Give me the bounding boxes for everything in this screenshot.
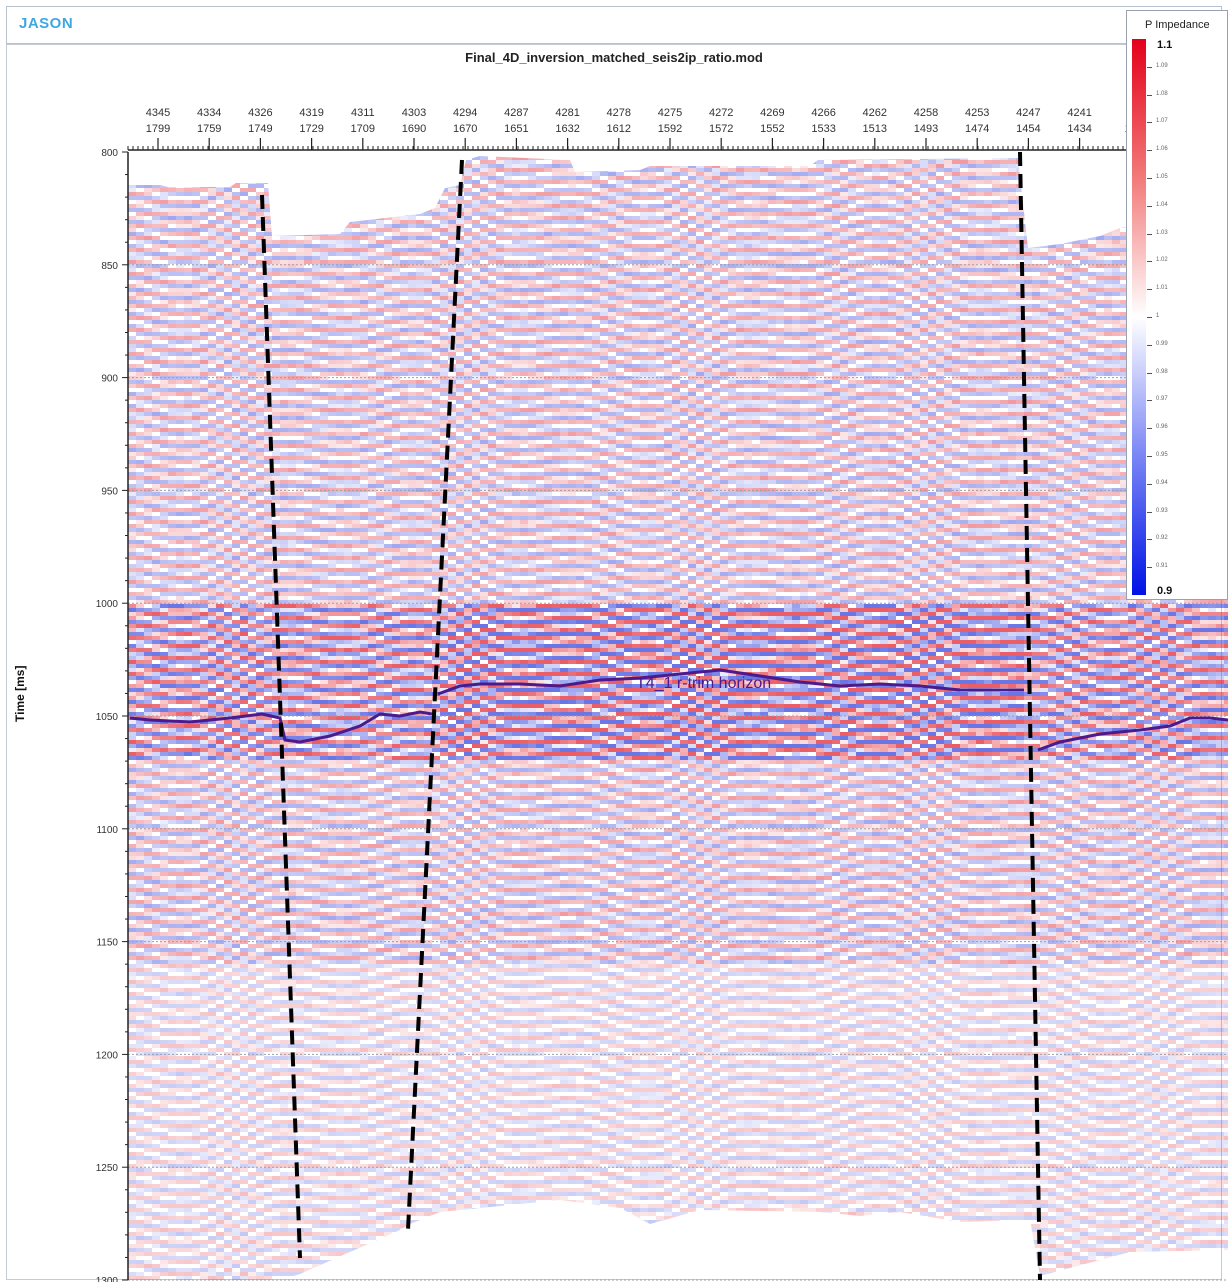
y-tick-label: 1100 — [96, 825, 118, 836]
x-tick-label-inline: 4287 — [504, 107, 528, 119]
x-tick-label-xline: 1690 — [402, 123, 426, 135]
colorbar-tick-label: 0.99 — [1156, 341, 1168, 347]
x-tick-label-xline: 1612 — [607, 123, 631, 135]
color-scale-legend: P Impedance 1.1 0.9 1.09 1.08 1.07 1.06 1.05… — [1126, 10, 1228, 600]
colorbar-tick-label: 1.03 — [1156, 230, 1168, 236]
colorbar-tick — [1147, 206, 1152, 207]
colorbar-tick — [1147, 456, 1152, 457]
x-tick-label-inline: 4275 — [658, 107, 682, 119]
x-tick-label-xline: 1632 — [555, 123, 579, 135]
x-tick-label-inline: 4334 — [197, 107, 221, 119]
x-tick-label-inline: 4319 — [299, 107, 323, 119]
x-tick-label-xline: 1729 — [299, 123, 323, 135]
y-tick-label: 1250 — [96, 1163, 119, 1174]
x-tick-label-inline: 4269 — [760, 107, 784, 119]
colorbar-tick — [1147, 95, 1152, 96]
x-tick-label-inline: 4262 — [863, 107, 887, 119]
y-axis: 800 850 900 950 1000 1050 1100 1150 1200 1250 1300 — [96, 148, 128, 1282]
x-tick-label-inline: 4266 — [811, 107, 835, 119]
colorbar-max-label: 1.1 — [1157, 39, 1172, 51]
x-tick-label-inline: 4253 — [965, 107, 989, 119]
colorbar-tick — [1147, 289, 1152, 290]
horizon-label: T4_1 r-trim horizon — [636, 675, 771, 692]
x-tick-label-inline: 4258 — [914, 107, 938, 119]
x-tick-label-inline: 4294 — [453, 107, 477, 119]
colorbar-tick-label: 0.96 — [1156, 424, 1168, 430]
colorbar-tick — [1147, 178, 1152, 179]
colorbar-tick-label: 1.01 — [1156, 285, 1168, 291]
colorbar-min-label: 0.9 — [1157, 585, 1172, 597]
colorbar-tick — [1147, 345, 1152, 346]
colorbar-gradient — [1132, 39, 1146, 595]
colorbar-tick-label: 0.92 — [1156, 535, 1168, 541]
colorbar-tick — [1147, 373, 1152, 374]
x-tick-label-inline: 4278 — [607, 107, 631, 119]
colorbar-tick — [1147, 512, 1152, 513]
x-tick-label-xline: 1670 — [453, 123, 477, 135]
y-tick-label: 900 — [101, 374, 118, 385]
x-tick-label-inline: 4326 — [248, 107, 272, 119]
colorbar-tick-label: 1.05 — [1156, 174, 1168, 180]
x-tick-label-xline: 1474 — [965, 123, 989, 135]
colorbar-tick-label: 1.07 — [1156, 118, 1168, 124]
colorbar-tick-label: 0.98 — [1156, 369, 1168, 375]
x-tick-label-xline: 1454 — [1016, 123, 1040, 135]
y-tick-label: 1000 — [96, 599, 119, 610]
x-tick-label-inline: 4303 — [402, 107, 426, 119]
colorbar-tick-label: 0.94 — [1156, 480, 1168, 486]
x-tick-label-xline: 1759 — [197, 123, 221, 135]
x-tick-label-xline: 1513 — [863, 123, 887, 135]
colorbar-tick — [1147, 261, 1152, 262]
colorbar-tick — [1147, 317, 1152, 318]
colorbar-tick — [1147, 567, 1152, 568]
colorbar-tick-label: 0.95 — [1156, 452, 1168, 458]
x-tick-label-xline: 1434 — [1067, 123, 1091, 135]
x-tick-label-xline: 1709 — [351, 123, 375, 135]
colorbar-tick-label: 1.02 — [1156, 257, 1168, 263]
colorbar-tick-label: 1.06 — [1156, 146, 1168, 152]
x-tick-label-xline: 1533 — [811, 123, 835, 135]
x-tick-label-inline: 4247 — [1016, 107, 1040, 119]
colorbar-tick — [1147, 539, 1152, 540]
colorbar-tick — [1147, 67, 1152, 68]
y-tick-label: 1050 — [96, 712, 119, 723]
colorbar-tick-label: 1.09 — [1156, 63, 1168, 69]
chart-title: Final_4D_inversion_matched_seis2ip_ratio… — [0, 50, 1228, 65]
x-tick-label-xline: 1799 — [146, 123, 170, 135]
colorbar-tick — [1147, 400, 1152, 401]
colorbar-tick — [1147, 122, 1152, 123]
colorbar-title: P Impedance — [1145, 19, 1210, 31]
y-tick-label: 1200 — [96, 1050, 119, 1061]
x-tick-label-xline: 1552 — [760, 123, 784, 135]
x-axis: 4345 1799 4334 1759 4326 1749 4319 1729 4311 1709… — [128, 107, 1228, 150]
x-tick-label-inline: 4281 — [555, 107, 579, 119]
colorbar-tick-label: 0.97 — [1156, 396, 1168, 402]
x-tick-label-inline: 4345 — [146, 107, 170, 119]
colorbar-tick — [1147, 484, 1152, 485]
y-tick-label: 1300 — [96, 1276, 119, 1282]
colorbar-tick-label: 1.08 — [1156, 91, 1168, 97]
x-tick-label-inline: 4311 — [351, 107, 375, 119]
colorbar-tick-label: 0.91 — [1156, 563, 1168, 569]
colorbar-tick — [1147, 150, 1152, 151]
x-tick-label-inline: 4272 — [709, 107, 733, 119]
y-tick-label: 850 — [101, 261, 118, 272]
colorbar-tick-label: 1 — [1156, 313, 1159, 319]
x-tick-label-xline: 1572 — [709, 123, 733, 135]
y-tick-label: 800 — [101, 148, 118, 159]
x-tick-label-xline: 1651 — [504, 123, 528, 135]
x-tick-label-xline: 1493 — [914, 123, 938, 135]
colorbar-tick — [1147, 234, 1152, 235]
colorbar-tick — [1147, 428, 1152, 429]
colorbar-tick-label: 0.93 — [1156, 508, 1168, 514]
y-tick-label: 950 — [101, 486, 118, 497]
y-axis-label: Time [ms] — [13, 702, 27, 722]
colorbar-tick-label: 1.04 — [1156, 202, 1168, 208]
x-tick-label-xline: 1749 — [248, 123, 272, 135]
y-tick-label: 1150 — [96, 938, 118, 949]
x-tick-label-xline: 1592 — [658, 123, 682, 135]
x-tick-label-inline: 4241 — [1067, 107, 1091, 119]
